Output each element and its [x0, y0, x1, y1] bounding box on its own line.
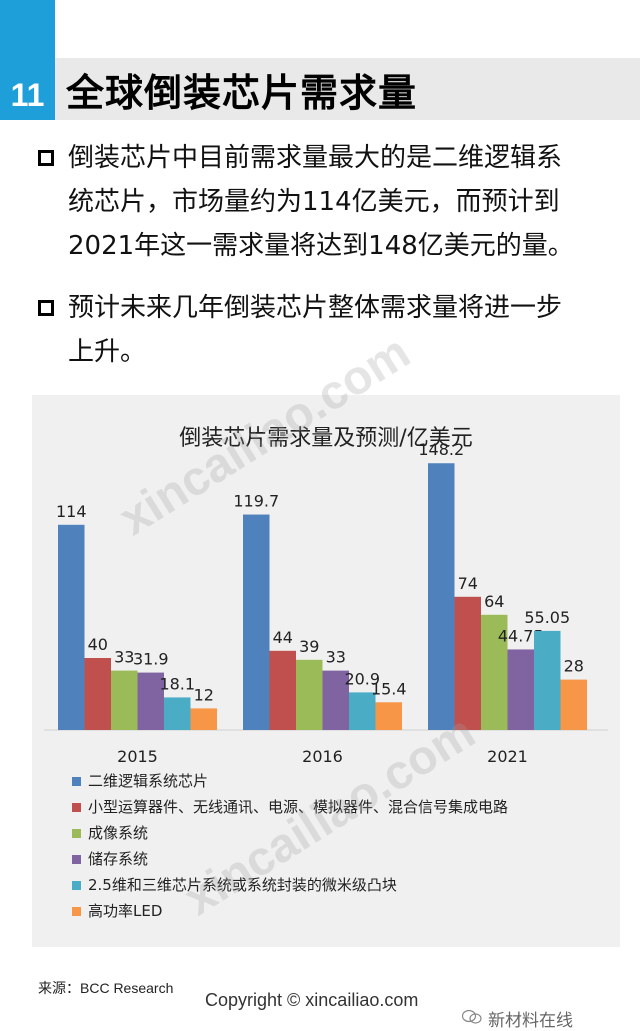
bullet-1-line-2: 统芯片，市场量约为114亿美元，而预计到 — [68, 187, 560, 217]
brand-name: 新材料在线 — [488, 1011, 573, 1031]
source-note: 来源：BCC Research — [38, 980, 174, 996]
bullet-2: 预计未来几年倒装芯片整体需求量将进一步 上升。 — [32, 286, 622, 374]
chart-title: 倒装芯片需求量及预测/亿美元 — [179, 426, 473, 451]
bullet-square-icon — [38, 300, 54, 316]
bullet-1: 倒装芯片中目前需求量最大的是二维逻辑系 统芯片，市场量约为114亿美元，而预计到… — [32, 136, 622, 268]
bullet-2-line-1: 预计未来几年倒装芯片整体需求量将进一步 — [68, 293, 563, 323]
section-number: 11 — [10, 77, 45, 113]
section-number-box: 11 — [0, 0, 55, 120]
bullet-2-line-2: 上升。 — [68, 337, 147, 367]
bullet-1-line-1: 倒装芯片中目前需求量最大的是二维逻辑系 — [68, 143, 563, 173]
copyright: Copyright © xincailiao.com — [205, 990, 419, 1010]
bullet-1-line-3: 2021年这一需求量将达到148亿美元的量。 — [68, 231, 574, 261]
bullet-square-icon — [38, 150, 54, 166]
page-title: 全球倒装芯片需求量 — [66, 71, 418, 115]
chart-panel — [32, 395, 620, 947]
wechat-icon — [462, 1010, 482, 1024]
title-bar — [55, 58, 640, 120]
